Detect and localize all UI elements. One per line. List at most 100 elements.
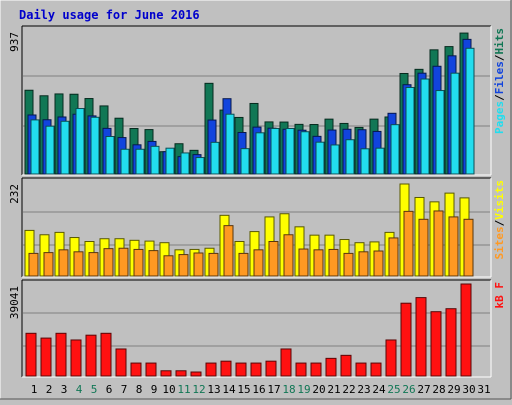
bar-kb-f-day-14 [220,360,232,377]
day-label-4: 4 [76,383,83,396]
bar-pages-day-7 [120,148,130,175]
day-label-24: 24 [372,383,386,396]
legend-entry-files: Files [493,61,506,94]
bar-pages-day-13 [210,141,220,175]
bar-sites-day-22 [343,252,354,277]
day-label-23: 23 [357,383,370,396]
day-label-21: 21 [327,383,340,396]
bar-kb-f-day-15 [235,362,247,377]
bar-sites-day-25 [388,237,399,277]
day-label-10: 10 [162,383,175,396]
bar-pages-day-9 [150,145,160,175]
bar-sites-day-11 [178,254,189,277]
legend-separator: / [493,54,506,61]
bar-sites-day-19 [298,248,309,277]
day-labels: 1 2 3 4 5 6 7 8 9 10 11 12 13 14 15 16 17 18 19 20 21 22 23 24 2… [31,383,491,396]
bar-kb-f-day-22 [340,354,352,377]
bar-pages-day-20 [315,141,325,175]
day-label-6: 6 [106,383,113,396]
legend: Sites/Visits [493,180,506,260]
day-label-11: 11 [177,383,190,396]
bar-pages-day-2 [45,125,55,175]
bars [24,32,475,175]
scale-label: 232 [8,184,21,204]
day-label-2: 2 [46,383,53,396]
bar-kb-f-day-20 [310,362,322,377]
bar-sites-day-14 [223,225,234,277]
bar-sites-day-29 [448,216,459,277]
bar-kb-f-day-7 [115,348,127,377]
bar-pages-day-1 [30,119,40,175]
bar-sites-day-10 [163,255,174,277]
bar-pages-day-18 [285,128,295,175]
legend-separator: / [493,219,506,226]
day-label-27: 27 [417,383,430,396]
bar-pages-day-28 [435,90,445,175]
bar-pages-day-27 [420,78,430,175]
day-label-14: 14 [222,383,236,396]
bar-kb-f-day-21 [325,357,337,377]
bar-sites-day-7 [118,247,129,277]
bar-kb-f-day-28 [430,311,442,377]
bar-sites-day-9 [148,250,159,277]
legend-entry-hits: Hits [493,28,506,55]
bar-pages-day-23 [360,148,370,175]
day-label-28: 28 [432,383,445,396]
bar-pages-day-22 [345,139,355,175]
bar-sites-day-2 [43,252,54,277]
day-label-31: 31 [477,383,490,396]
day-label-18: 18 [282,383,295,396]
bars [24,183,474,277]
bar-kb-f-day-12 [190,371,202,377]
day-label-22: 22 [342,383,355,396]
bar-sites-day-1 [28,252,39,277]
bar-sites-day-27 [418,218,429,277]
day-label-1: 1 [31,383,38,396]
scale-label: 39041 [8,286,21,319]
bar-sites-day-15 [238,252,249,277]
bar-sites-day-24 [373,250,384,277]
day-label-29: 29 [447,383,460,396]
bar-kb-f-day-23 [355,362,367,377]
bar-pages-day-6 [105,136,115,175]
legend: Pages/Files/Hits [493,28,506,134]
chart-title: Daily usage for June 2016 [19,8,200,22]
bar-kb-f-day-25 [385,339,397,377]
bar-kb-f-day-27 [415,297,427,377]
bar-sites-day-23 [358,251,369,277]
bar-kb-f-day-3 [55,332,67,377]
day-label-3: 3 [61,383,68,396]
bar-pages-day-25 [390,124,400,175]
scale-label: 937 [8,32,21,52]
bar-kb-f-day-26 [400,302,412,377]
day-label-7: 7 [121,383,128,396]
bar-kb-f-day-9 [145,362,157,377]
bar-pages-day-29 [450,72,460,175]
legend-entry-pages: Pages [493,101,506,134]
bar-sites-day-26 [403,210,414,277]
bar-pages-day-17 [270,128,280,175]
bar-sites-day-21 [328,248,339,277]
bar-sites-day-17 [268,241,279,277]
bar-pages-day-8 [135,148,145,175]
bar-kb-f-day-6 [100,332,112,377]
panel-frame [22,280,491,377]
day-label-5: 5 [91,383,98,396]
day-label-19: 19 [297,383,310,396]
bar-pages-day-4 [75,108,85,175]
bar-kb-f-day-18 [280,348,292,377]
bar-kb-f-day-17 [265,360,277,377]
bar-pages-day-3 [60,120,70,175]
day-label-15: 15 [237,383,250,396]
day-label-26: 26 [402,383,415,396]
bar-kb-f-day-16 [250,362,262,377]
day-label-30: 30 [462,383,475,396]
bar-pages-day-14 [225,113,235,175]
day-label-8: 8 [136,383,143,396]
bar-pages-day-12 [195,157,205,175]
bar-sites-day-3 [58,249,69,277]
bar-sites-day-4 [73,251,84,277]
